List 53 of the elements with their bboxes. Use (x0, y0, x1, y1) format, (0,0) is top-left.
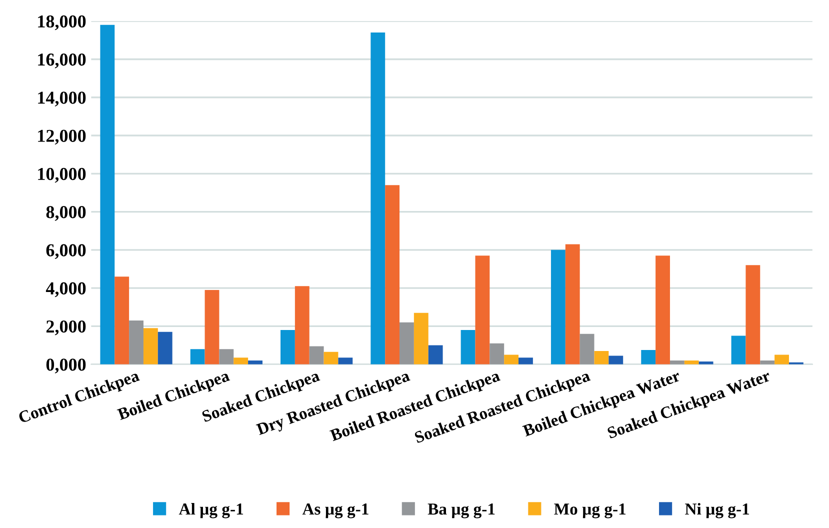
bar (641, 350, 656, 364)
bar (746, 265, 760, 364)
bar (774, 354, 789, 364)
bar (190, 349, 205, 364)
bar (204, 290, 220, 364)
bar (100, 24, 115, 364)
bar (504, 354, 519, 364)
y-tick-label: 8,000 (46, 206, 86, 221)
y-tick-label: 10,000 (38, 168, 86, 183)
legend-label: Ba µg g-1 (428, 504, 495, 518)
bar (518, 358, 533, 364)
bar (158, 332, 172, 364)
bar (608, 356, 624, 364)
bar (550, 250, 566, 364)
y-tick-label: 0,000 (46, 358, 86, 374)
bar (248, 360, 262, 364)
bar (234, 358, 248, 364)
bar (760, 360, 775, 364)
bar (400, 322, 414, 364)
bar (114, 276, 130, 364)
bar (490, 343, 504, 364)
bar (280, 330, 295, 364)
bar (580, 334, 594, 364)
bar (670, 360, 684, 364)
y-tick-label: 18,000 (38, 15, 86, 30)
legend-label: Al µg g-1 (178, 502, 244, 518)
bar (385, 185, 400, 364)
bar (414, 312, 428, 364)
bar (294, 286, 310, 364)
bar (370, 32, 386, 364)
bar (338, 358, 353, 364)
y-tick-label: 16,000 (38, 54, 86, 68)
bar (565, 244, 580, 364)
bar (219, 349, 234, 364)
bar (428, 345, 443, 364)
legend-label: Mo µg g-1 (554, 504, 626, 518)
bar (656, 256, 670, 364)
legend-label: Ni µg g-1 (685, 502, 750, 518)
y-tick-label: 6,000 (46, 244, 86, 259)
y-tick-label: 4,000 (46, 282, 86, 298)
bar (731, 336, 746, 364)
bar (143, 328, 158, 364)
bar (309, 346, 324, 364)
bar (684, 360, 699, 364)
bar (475, 256, 490, 364)
bar (460, 330, 476, 364)
y-tick-label: 14,000 (38, 92, 86, 106)
bar (594, 350, 609, 364)
y-tick-label: 2,000 (46, 320, 86, 336)
y-tick-label: 12,000 (38, 130, 86, 145)
legend-label: As µg g-1 (302, 504, 368, 518)
bar (129, 320, 144, 364)
bar (324, 352, 338, 364)
